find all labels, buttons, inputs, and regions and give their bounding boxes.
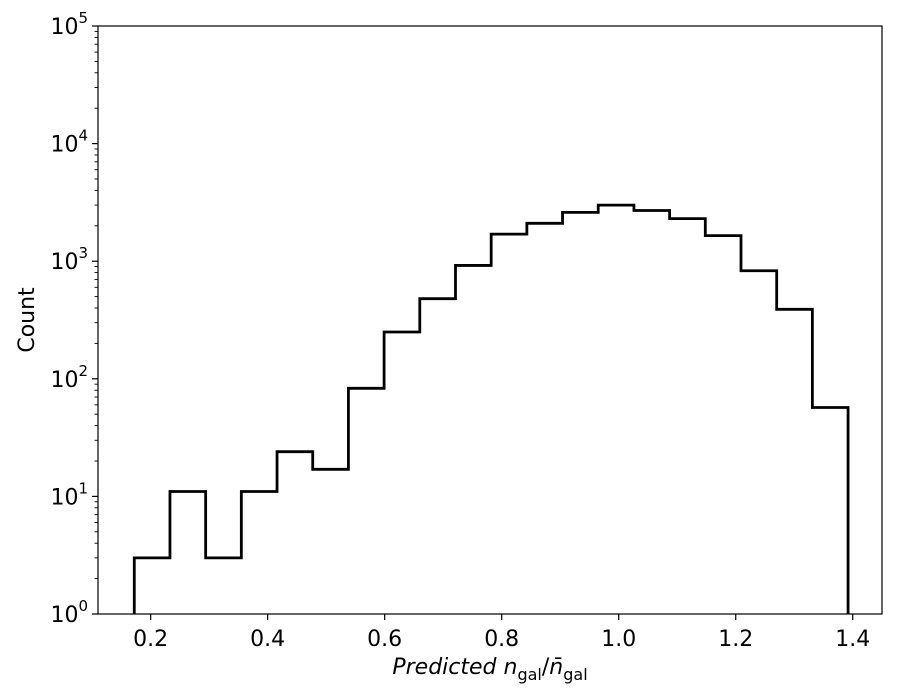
x-axis-label: Predicted ngal/n̄gal xyxy=(392,655,587,684)
x-axis-ticks: 0.2 0.4 0.6 0.8 1.0 1.2 1.4 xyxy=(133,614,870,652)
y-tick-label: 102 xyxy=(50,362,88,393)
x-tick-label: 0.4 xyxy=(250,627,285,652)
x-tick-label: 0.2 xyxy=(133,627,168,652)
x-tick-label: 0.6 xyxy=(367,627,402,652)
plot-frame xyxy=(97,25,883,615)
y-axis-ticks: 100 101 102 103 104 105 xyxy=(50,9,98,628)
histogram-step-line xyxy=(132,203,850,614)
x-tick-label: 0.8 xyxy=(484,627,519,652)
x-tick-label: 1.2 xyxy=(718,627,753,652)
y-tick-label: 103 xyxy=(50,244,88,275)
y-tick-label: 100 xyxy=(50,597,88,628)
x-tick-label: 1.0 xyxy=(601,627,636,652)
y-tick-label: 104 xyxy=(50,127,88,158)
y-tick-label: 105 xyxy=(50,9,88,40)
x-tick-label: 1.4 xyxy=(835,627,870,652)
y-tick-label: 101 xyxy=(50,479,88,510)
y-axis-label: Count xyxy=(15,287,40,353)
